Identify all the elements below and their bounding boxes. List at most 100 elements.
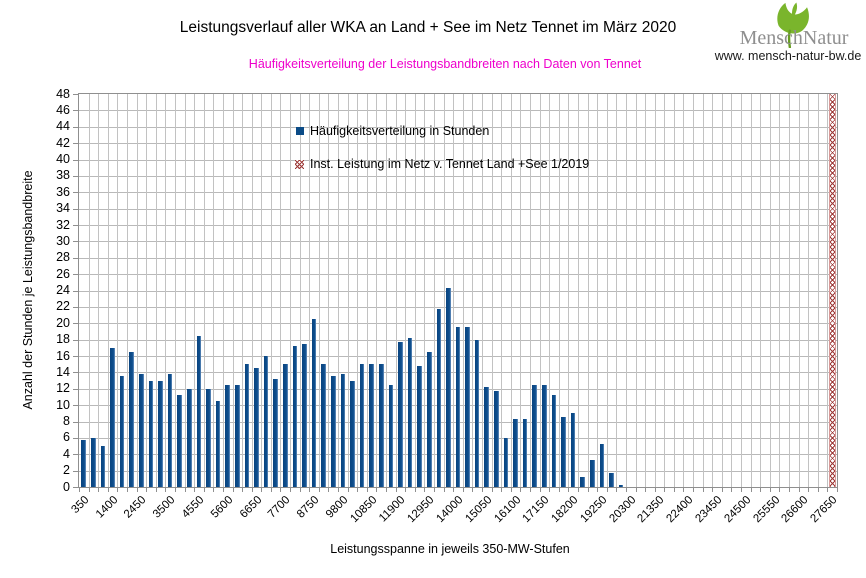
gridline-vertical [165, 94, 167, 487]
gridline-vertical [309, 94, 311, 487]
y-tick-label: 20 [56, 315, 70, 330]
legend-hatched-square-icon [295, 159, 304, 169]
x-tick [290, 488, 292, 492]
x-tick [366, 488, 368, 492]
y-tick-label: 42 [56, 135, 70, 150]
x-tick [645, 488, 647, 492]
x-tick [731, 488, 733, 492]
y-tick-label: 46 [56, 102, 70, 117]
gridline-vertical [213, 94, 215, 487]
y-axis-title: Anzahl der Stunden je Leistungsbandbreit… [21, 170, 35, 410]
x-tick [98, 488, 100, 492]
x-tick [501, 488, 503, 492]
x-tick [213, 488, 215, 492]
gridline-vertical [366, 94, 368, 487]
gridline-vertical [462, 94, 464, 487]
gridline-vertical [760, 94, 762, 487]
x-tick [299, 488, 301, 492]
gridline-vertical [376, 94, 378, 487]
gridline-vertical [731, 94, 733, 487]
x-tick [357, 488, 359, 492]
x-tick [318, 488, 320, 492]
y-tick-label: 0 [63, 479, 70, 494]
gridline-horizontal [79, 143, 837, 145]
x-tick [79, 488, 80, 492]
y-tick [73, 208, 78, 210]
frequency-bar [609, 472, 614, 487]
x-tick [481, 488, 483, 492]
frequency-bar [398, 341, 403, 487]
frequency-bar [282, 364, 288, 487]
frequency-bar [254, 368, 259, 487]
gridline-horizontal [79, 257, 837, 259]
x-tick [769, 488, 771, 492]
gridline-vertical [472, 94, 474, 487]
gridline-vertical [347, 94, 349, 487]
y-tick-label: 28 [56, 250, 70, 265]
x-tick [472, 488, 474, 492]
y-tick [73, 192, 78, 194]
gridline-vertical [174, 94, 176, 487]
gridline-horizontal [79, 225, 837, 226]
gridline-horizontal [79, 159, 837, 161]
x-tick [606, 488, 608, 492]
gridline-vertical [702, 94, 704, 487]
gridline-vertical [155, 94, 157, 487]
frequency-bar [532, 384, 538, 487]
x-tick [808, 488, 810, 492]
legend-item-frequency: Häufigkeitsverteilung in Stunden [296, 124, 489, 138]
frequency-bar [503, 437, 509, 487]
y-tick-label: 36 [56, 184, 70, 199]
x-tick [520, 488, 522, 492]
chart-title: Leistungsverlauf aller WKA an Land + See… [179, 19, 677, 36]
frequency-bar [599, 444, 605, 487]
frequency-bar [484, 386, 490, 487]
x-tick [203, 488, 205, 492]
y-tick [73, 159, 78, 161]
frequency-bar [292, 345, 298, 487]
x-tick [673, 488, 675, 492]
frequency-bar [187, 388, 192, 487]
y-tick-label: 12 [56, 381, 70, 396]
frequency-bar [340, 374, 346, 487]
x-tick [146, 488, 148, 492]
y-tick-label: 8 [63, 414, 70, 428]
gridline-vertical [721, 94, 723, 487]
frequency-bar [196, 335, 202, 487]
gridline-horizontal [79, 208, 837, 210]
x-tick [309, 488, 311, 492]
x-tick [126, 488, 128, 492]
x-tick [510, 488, 512, 492]
x-tick [625, 488, 627, 492]
gridline-vertical [673, 94, 675, 487]
gridline-vertical [290, 94, 292, 487]
y-tick [73, 372, 78, 374]
y-tick [73, 421, 78, 423]
frequency-bar [561, 417, 566, 487]
y-tick-label: 24 [56, 283, 70, 297]
x-tick [779, 488, 781, 492]
gridline-vertical [242, 94, 244, 487]
gridline-vertical [136, 94, 138, 487]
frequency-bar [378, 364, 384, 487]
x-tick [424, 488, 426, 492]
gridline-vertical [194, 94, 196, 487]
x-tick [328, 488, 330, 492]
x-tick [280, 488, 282, 492]
y-tick-label: 34 [56, 201, 70, 216]
x-tick [635, 488, 637, 492]
x-tick [453, 488, 455, 492]
x-tick [174, 488, 176, 492]
y-tick [73, 110, 78, 112]
x-axis-title: Leistungsspanne in jeweils 350-MW-Stufen [330, 542, 570, 556]
frequency-bar [273, 378, 278, 487]
gridline-horizontal [79, 192, 837, 194]
y-tick-label: 44 [56, 119, 70, 134]
y-tick-label: 2 [63, 463, 70, 478]
frequency-bar [522, 419, 528, 487]
gridline-vertical [434, 94, 435, 487]
gridline-horizontal [79, 126, 837, 128]
frequency-bar [465, 327, 470, 487]
y-tick-label: 14 [56, 364, 70, 379]
